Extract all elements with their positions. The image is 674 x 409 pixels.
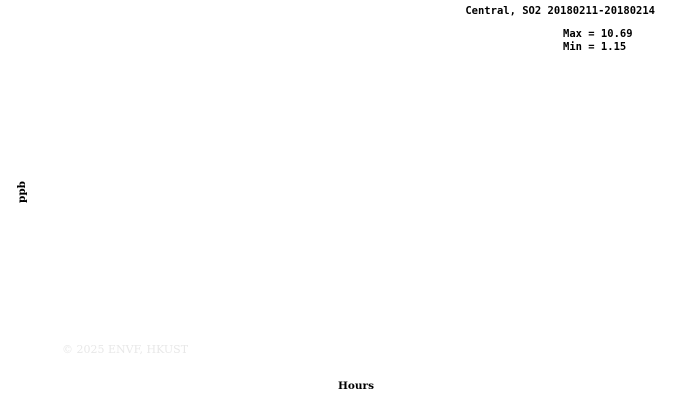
watermark: © 2025 ENVF, HKUST [62,343,189,356]
x-axis-label: Hours [338,380,374,392]
y-axis-label: ppb [16,181,28,203]
chart-title: Central, SO2 20180211-20180214 [465,5,655,17]
max-annotation: Max = 10.69 [563,28,633,40]
min-annotation: Min = 1.15 [563,41,626,53]
